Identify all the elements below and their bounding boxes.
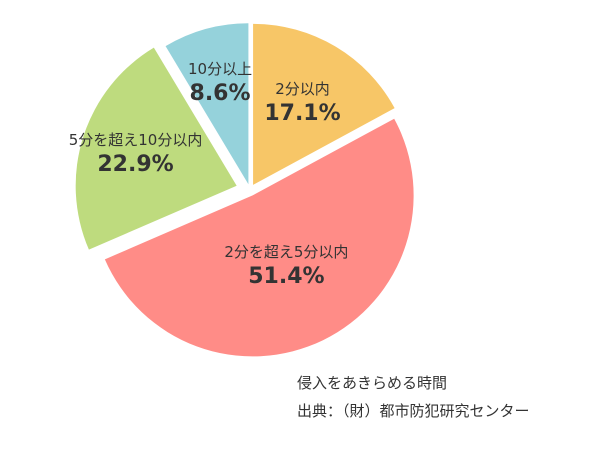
slice-value: 17.1% (264, 101, 340, 126)
chart-caption: 侵入をあきらめる時間 (297, 374, 448, 392)
slice-label: 5分を超え10分以内 (69, 131, 203, 149)
pie-slice (104, 118, 414, 357)
pie-slice (75, 47, 237, 250)
slice-value: 51.4% (248, 264, 324, 289)
slice-value: 8.6% (190, 81, 251, 106)
slice-label: 2分を超え5分以内 (224, 243, 348, 261)
pie-slice (253, 23, 395, 185)
slice-label: 2分以内 (275, 80, 330, 98)
slice-value: 22.9% (97, 152, 173, 177)
chart-source: 出典：（財）都市防犯研究センター (297, 402, 530, 420)
slice-label: 10分以上 (188, 60, 252, 78)
pie-slice (165, 23, 249, 185)
